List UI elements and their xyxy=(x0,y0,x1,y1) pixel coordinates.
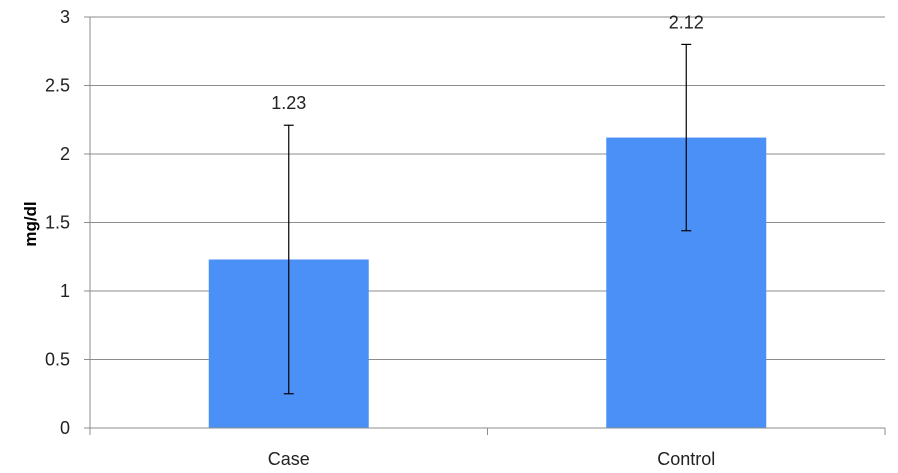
axes xyxy=(84,16,886,435)
bars xyxy=(208,43,767,428)
data-label: 2.12 xyxy=(669,12,704,32)
y-tick-label: 0 xyxy=(60,418,70,438)
y-tick-label: 3 xyxy=(60,7,70,27)
y-tick-label: 0.5 xyxy=(45,350,70,370)
y-tick-label: 2.5 xyxy=(45,76,70,96)
labels: 0 0.5 1 1.5 2 2.5 3 1.23 Case 2.12 Control xyxy=(45,7,715,469)
category-label: Case xyxy=(268,449,310,469)
y-tick-label: 1 xyxy=(60,281,70,301)
y-axis-title: mg/dl xyxy=(21,201,40,246)
category-label: Control xyxy=(657,449,715,469)
data-label: 1.23 xyxy=(271,93,306,113)
y-tick-label: 1.5 xyxy=(45,213,70,233)
y-tick-label: 2 xyxy=(60,144,70,164)
